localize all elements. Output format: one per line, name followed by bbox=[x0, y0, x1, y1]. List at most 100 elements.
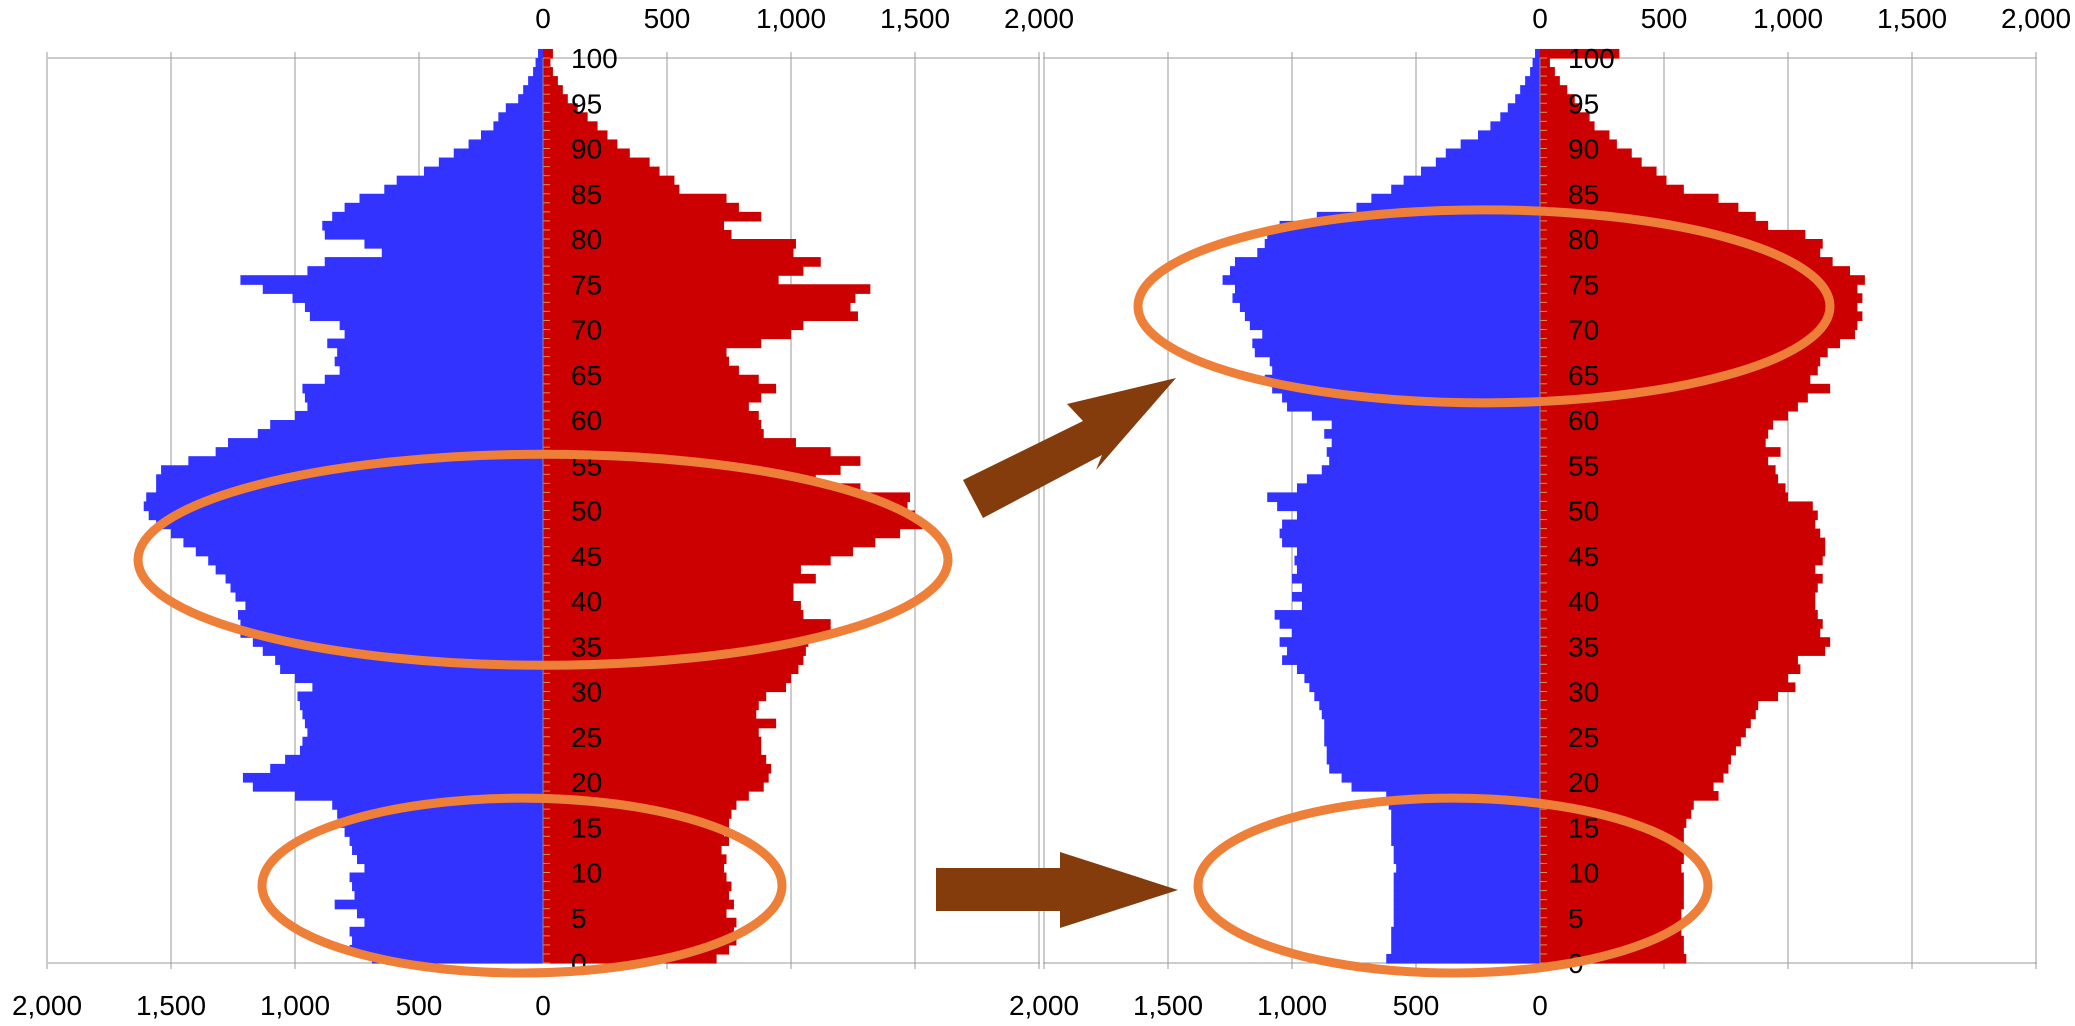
highlight-ellipse bbox=[257, 793, 787, 978]
bar-left bbox=[262, 646, 543, 656]
bar-right bbox=[1540, 591, 1816, 602]
bar-right bbox=[1540, 673, 1788, 684]
age-label: 55 bbox=[1568, 450, 1599, 481]
bar-left bbox=[280, 664, 543, 674]
bar-right bbox=[543, 184, 680, 195]
bar-right bbox=[1540, 836, 1684, 846]
bar-right bbox=[543, 447, 831, 457]
bar-left bbox=[1234, 284, 1540, 294]
bar-right bbox=[1540, 646, 1826, 656]
bar-left bbox=[1282, 655, 1540, 665]
bar-left bbox=[533, 67, 543, 77]
bar-left bbox=[242, 772, 544, 783]
bar-left bbox=[339, 365, 543, 376]
bar-left bbox=[1532, 58, 1540, 68]
bar-right bbox=[1540, 157, 1642, 168]
bottom-tick-label: 500 bbox=[396, 990, 443, 1021]
age-label: 5 bbox=[571, 903, 587, 934]
age-label: 70 bbox=[571, 315, 602, 346]
age-label: 85 bbox=[571, 179, 602, 210]
bar-right bbox=[1540, 329, 1855, 340]
bar-left bbox=[1329, 763, 1540, 774]
bar-left bbox=[1388, 800, 1540, 810]
bar-right bbox=[543, 664, 799, 674]
bar-left bbox=[396, 175, 543, 186]
bar-left bbox=[1222, 275, 1540, 285]
bar-left bbox=[1314, 691, 1540, 702]
bar-left bbox=[1393, 899, 1540, 910]
bar-left bbox=[1234, 257, 1540, 267]
bar-left bbox=[1319, 700, 1540, 711]
bar-right bbox=[1540, 284, 1858, 294]
bar-right bbox=[1540, 926, 1682, 937]
bar-left bbox=[1244, 311, 1540, 322]
bar-right bbox=[543, 392, 762, 403]
bar-left bbox=[262, 284, 543, 294]
bar-right bbox=[543, 845, 722, 855]
bar-right bbox=[543, 148, 630, 159]
bar-right bbox=[1540, 356, 1821, 367]
bar-right bbox=[1540, 266, 1850, 276]
bar-left bbox=[381, 248, 543, 258]
bar-left bbox=[1257, 248, 1540, 258]
age-label: 20 bbox=[1568, 767, 1599, 798]
bar-left bbox=[1393, 845, 1540, 855]
bar-left bbox=[352, 935, 543, 946]
bar-left bbox=[1520, 85, 1540, 95]
age-label: 60 bbox=[1568, 405, 1599, 436]
bar-left bbox=[1272, 383, 1540, 394]
top-tick-label: 1,500 bbox=[1877, 3, 1947, 34]
bar-right bbox=[1540, 619, 1823, 629]
bar-right bbox=[1540, 474, 1779, 484]
bar-right bbox=[1540, 302, 1858, 312]
bar-left bbox=[302, 736, 543, 747]
bar-left bbox=[1296, 483, 1540, 493]
bar-left bbox=[257, 429, 543, 439]
bar-right bbox=[543, 229, 732, 240]
bar-left bbox=[1321, 709, 1540, 720]
bar-left bbox=[344, 202, 543, 213]
bar-left bbox=[215, 447, 543, 457]
bottom-tick-label: 500 bbox=[1393, 990, 1440, 1021]
bar-left bbox=[195, 546, 544, 557]
bar-right bbox=[543, 555, 831, 566]
bar-right bbox=[1540, 229, 1806, 240]
bar-right bbox=[1540, 573, 1823, 584]
bar-left bbox=[292, 293, 543, 303]
bar-right bbox=[543, 94, 568, 104]
bar-right bbox=[1540, 492, 1788, 503]
bar-right bbox=[543, 709, 757, 720]
bar-left bbox=[1490, 121, 1540, 131]
bar-right bbox=[1540, 854, 1684, 865]
bar-right bbox=[1540, 881, 1684, 892]
age-label: 10 bbox=[571, 858, 602, 889]
bar-left bbox=[1292, 628, 1540, 638]
bar-right bbox=[1540, 610, 1818, 620]
bar-left bbox=[1460, 139, 1540, 150]
bar-right bbox=[543, 211, 762, 222]
bar-left bbox=[215, 564, 543, 575]
bar-left bbox=[498, 112, 543, 122]
bar-left bbox=[237, 610, 543, 620]
bar-right bbox=[543, 58, 551, 68]
bar-left bbox=[371, 953, 543, 964]
age-label: 95 bbox=[1568, 88, 1599, 119]
bar-left bbox=[349, 944, 543, 955]
bar-left bbox=[1393, 872, 1540, 883]
bar-right bbox=[1540, 546, 1826, 557]
bar-left bbox=[252, 637, 543, 647]
bar-left bbox=[493, 121, 543, 131]
bar-right bbox=[543, 899, 734, 910]
bar-left bbox=[337, 809, 543, 819]
bar-right bbox=[543, 266, 804, 276]
bar-left bbox=[538, 48, 543, 59]
bar-left bbox=[364, 239, 543, 249]
bar-right bbox=[1540, 899, 1684, 910]
highlight-ellipse bbox=[1133, 205, 1835, 408]
bar-right bbox=[1540, 347, 1828, 358]
bar-left bbox=[1267, 229, 1540, 240]
arrow-right-icon bbox=[936, 852, 1178, 928]
bar-left bbox=[299, 700, 543, 711]
bar-left bbox=[354, 890, 543, 901]
